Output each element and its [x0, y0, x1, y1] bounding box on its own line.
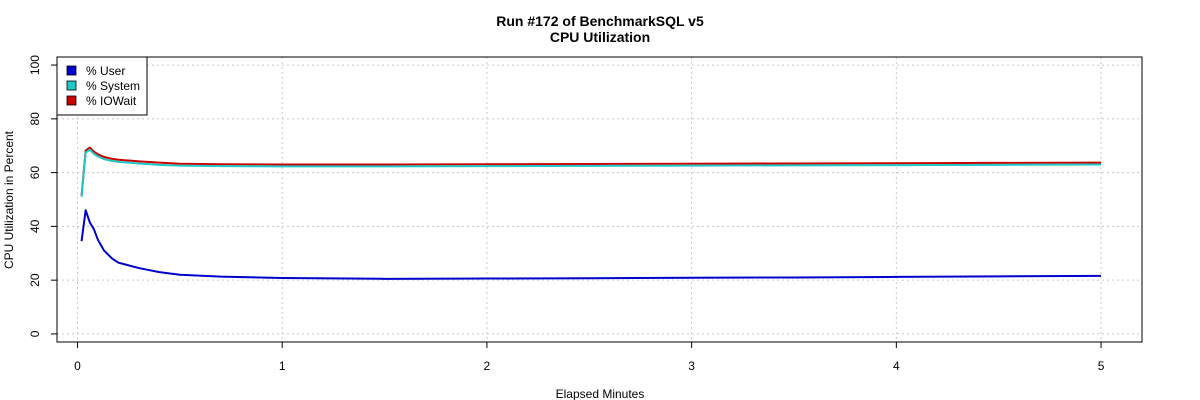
x-axis-label: Elapsed Minutes: [556, 387, 645, 400]
x-tick-label: 2: [484, 359, 491, 373]
y-tick-label: 40: [28, 219, 42, 233]
series-lines: [80, 146, 1102, 280]
series-line-iowait: [80, 146, 1102, 196]
x-tick-label: 4: [893, 359, 900, 373]
series-line-system: [80, 148, 1102, 197]
y-axis-label: CPU Utilization in Percent: [2, 130, 16, 269]
grid-lines: [57, 57, 1142, 342]
legend: % User% System% IOWait: [56, 56, 148, 116]
y-tick-label: 80: [28, 112, 42, 126]
legend-label: % IOWait: [86, 94, 137, 108]
y-axis: 0 20 40 60 80 100: [28, 55, 57, 337]
x-axis: 0 1 2 3 4 5: [74, 342, 1105, 373]
series-line-user: [80, 209, 1102, 280]
y-tick-label: 60: [28, 166, 42, 180]
y-tick-label: 0: [28, 330, 42, 337]
chart-title: Run #172 of BenchmarkSQL v5: [496, 13, 704, 29]
x-tick-label: 5: [1098, 359, 1105, 373]
plot-frame: [56, 56, 1143, 343]
y-tick-label: 100: [28, 55, 42, 75]
legend-swatch: [66, 80, 77, 91]
y-tick-label: 20: [28, 273, 42, 287]
legend-label: % User: [86, 64, 125, 78]
legend-label: % System: [86, 79, 140, 93]
x-tick-label: 3: [688, 359, 695, 373]
chart-subtitle: CPU Utilization: [550, 29, 650, 45]
legend-swatch: [66, 65, 77, 76]
legend-swatch: [66, 95, 77, 106]
x-tick-label: 0: [74, 359, 81, 373]
x-tick-label: 1: [279, 359, 286, 373]
